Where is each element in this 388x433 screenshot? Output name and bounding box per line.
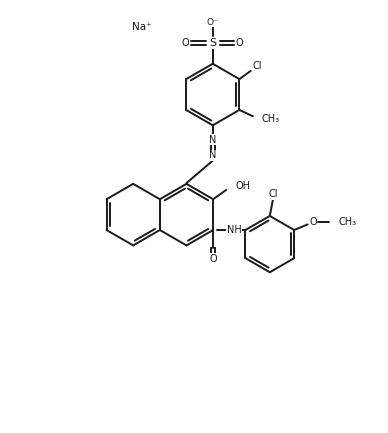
Text: CH₃: CH₃ xyxy=(338,217,357,227)
Text: Cl: Cl xyxy=(269,189,278,199)
Text: S: S xyxy=(209,38,217,48)
Text: N: N xyxy=(209,135,217,145)
Text: NH: NH xyxy=(227,225,242,235)
Text: N: N xyxy=(209,150,217,160)
Text: O⁻: O⁻ xyxy=(207,18,219,26)
Text: Na⁺: Na⁺ xyxy=(132,22,151,32)
Text: O: O xyxy=(210,254,217,264)
Text: OH: OH xyxy=(236,181,251,191)
Text: O: O xyxy=(182,38,190,48)
Text: CH₃: CH₃ xyxy=(262,114,280,124)
Text: Cl: Cl xyxy=(253,61,262,71)
Text: O: O xyxy=(309,217,317,227)
Text: O: O xyxy=(236,38,244,48)
